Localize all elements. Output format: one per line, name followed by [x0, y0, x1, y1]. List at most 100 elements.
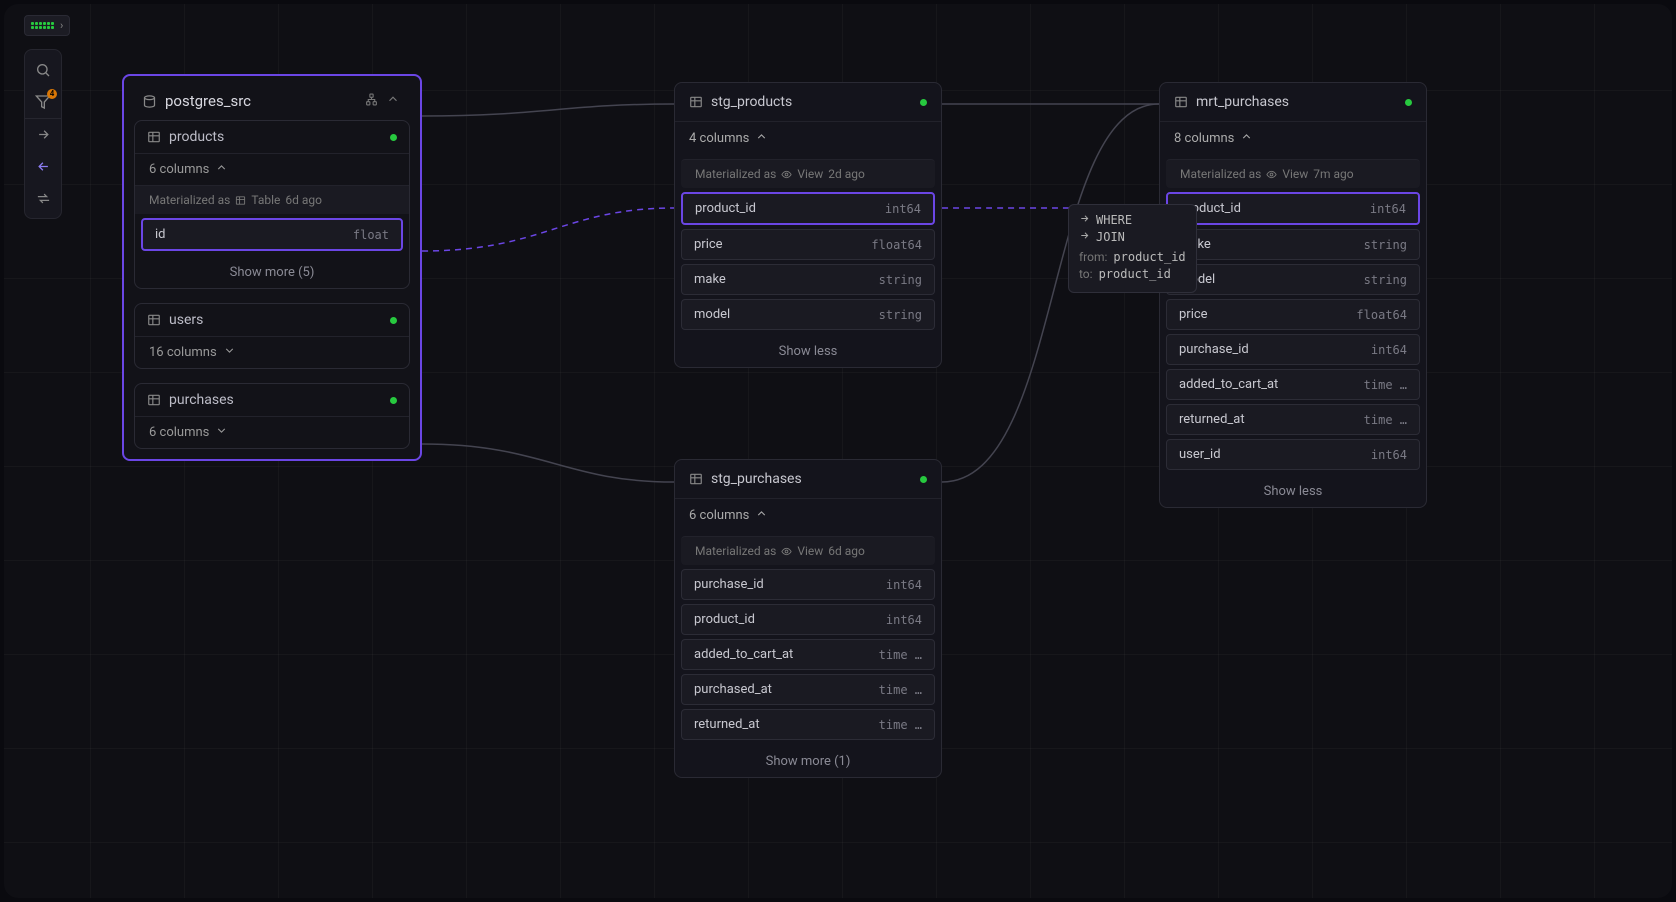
model-header[interactable]: stg_purchases — [675, 460, 941, 498]
lineage-tooltip: WHERE JOIN from: product_id to: product_… — [1068, 204, 1197, 293]
column-name: price — [694, 237, 723, 252]
canvas[interactable]: › 4 postgres_src — [4, 4, 1672, 898]
columns-count-row[interactable]: 6 columns — [675, 498, 941, 532]
materialized-row: Materialized as View 6d ago — [681, 536, 935, 565]
column-name: user_id — [1179, 447, 1221, 462]
show-more-button[interactable]: Show more (5) — [135, 255, 409, 288]
columns-count-row[interactable]: 16 columns — [135, 336, 409, 368]
column-row[interactable]: purchase_idint64 — [681, 569, 935, 600]
column-type: int64 — [885, 202, 921, 216]
source-table-header[interactable]: purchases — [135, 384, 409, 416]
source-table-card[interactable]: products 6 columns Materialized as Table… — [134, 120, 410, 289]
column-name: purchase_id — [1179, 342, 1249, 357]
source-table-card[interactable]: purchases 6 columns — [134, 383, 410, 449]
column-type: time … — [879, 683, 922, 697]
column-name: added_to_cart_at — [1179, 377, 1278, 392]
model-icon — [1174, 95, 1188, 109]
database-icon — [142, 94, 157, 109]
table-icon — [147, 130, 161, 144]
status-dot — [390, 397, 397, 404]
chevron-up-icon[interactable] — [386, 92, 400, 110]
model-node-stg-products[interactable]: stg_products 4 columns Materialized as V… — [674, 82, 942, 368]
chevron-down-icon — [223, 344, 236, 361]
source-table-header[interactable]: products — [135, 121, 409, 153]
show-less-button[interactable]: Show less — [675, 334, 941, 367]
column-row[interactable]: makestring — [1166, 229, 1420, 260]
status-dot — [1405, 99, 1412, 106]
expand-left-button[interactable] — [25, 150, 61, 182]
table-icon — [147, 393, 161, 407]
model-title: stg_purchases — [711, 471, 802, 487]
column-type: time … — [879, 648, 922, 662]
model-node-stg-purchases[interactable]: stg_purchases 6 columns Materialized as … — [674, 459, 942, 778]
model-header[interactable]: stg_products — [675, 83, 941, 121]
source-node[interactable]: postgres_src products 6 columns — [122, 74, 422, 461]
column-type: time … — [1364, 378, 1407, 392]
columns-count: 16 columns — [149, 345, 217, 360]
chevron-right-icon: › — [60, 19, 63, 32]
left-toolbar: 4 — [24, 49, 62, 219]
status-dot — [920, 99, 927, 106]
materialized-row: Materialized as View 7m ago — [1166, 159, 1420, 188]
arrow-right-icon — [36, 127, 51, 142]
column-type: int64 — [1370, 202, 1406, 216]
column-row[interactable]: returned_attime … — [1166, 404, 1420, 435]
column-row[interactable]: purchased_at time … — [681, 674, 935, 705]
materialized-row: Materialized as View 2d ago — [681, 159, 935, 188]
column-name: product_id — [694, 612, 755, 627]
logo-icon — [31, 22, 54, 29]
columns-count-row[interactable]: 4 columns — [675, 121, 941, 155]
show-more-button[interactable]: Show more (1) — [675, 744, 941, 777]
source-table-header[interactable]: users — [135, 304, 409, 336]
source-header[interactable]: postgres_src — [134, 86, 410, 120]
arrow-left-icon — [36, 159, 51, 174]
show-less-button[interactable]: Show less — [1160, 474, 1426, 507]
column-name: make — [694, 272, 726, 287]
model-node-mrt-purchases[interactable]: mrt_purchases 8 columns Materialized as … — [1159, 82, 1427, 508]
column-type: string — [1364, 238, 1407, 252]
expand-right-button[interactable] — [25, 118, 61, 150]
materialized-row: Materialized as Table 6d ago — [135, 185, 409, 214]
column-row[interactable]: returned_attime … — [681, 709, 935, 740]
columns-count-row[interactable]: 6 columns — [135, 416, 409, 448]
search-icon — [35, 62, 51, 78]
column-row[interactable]: model string — [681, 299, 935, 330]
column-name: returned_at — [694, 717, 760, 732]
column-row[interactable]: product_idint64 — [681, 192, 935, 225]
status-dot — [920, 476, 927, 483]
eye-icon — [781, 169, 792, 180]
column-name: purchased_at — [694, 682, 772, 697]
source-table-card[interactable]: users 16 columns — [134, 303, 410, 369]
column-row[interactable]: make string — [681, 264, 935, 295]
column-type: int64 — [1371, 448, 1407, 462]
column-row[interactable]: product_id int64 — [681, 604, 935, 635]
column-row[interactable]: pricefloat64 — [681, 229, 935, 260]
column-row[interactable]: pricefloat64 — [1166, 299, 1420, 330]
columns-count: 6 columns — [149, 162, 209, 177]
column-name: model — [694, 307, 730, 322]
expand-both-button[interactable] — [25, 182, 61, 214]
source-table-name: users — [169, 312, 203, 328]
column-type: string — [879, 308, 922, 322]
model-icon — [689, 472, 703, 486]
model-icon — [689, 95, 703, 109]
column-row[interactable]: id float — [141, 218, 403, 251]
columns-count-row[interactable]: 6 columns — [135, 153, 409, 185]
column-row[interactable]: user_id int64 — [1166, 439, 1420, 470]
column-row[interactable]: modelstring — [1166, 264, 1420, 295]
app-badge[interactable]: › — [24, 15, 70, 36]
column-row[interactable]: purchase_idint64 — [1166, 334, 1420, 365]
chevron-up-icon — [755, 507, 768, 524]
column-type: int64 — [886, 613, 922, 627]
column-row[interactable]: product_idint64 — [1166, 192, 1420, 225]
column-row[interactable]: added_to_cart_at time … — [681, 639, 935, 670]
column-type: string — [879, 273, 922, 287]
filter-button[interactable]: 4 — [25, 86, 61, 118]
columns-count-row[interactable]: 8 columns — [1160, 121, 1426, 155]
column-name: added_to_cart_at — [694, 647, 793, 662]
table-small-icon — [235, 195, 246, 206]
filter-badge: 4 — [47, 89, 57, 99]
column-row[interactable]: added_to_cart_at time … — [1166, 369, 1420, 400]
search-button[interactable] — [25, 54, 61, 86]
model-header[interactable]: mrt_purchases — [1160, 83, 1426, 121]
